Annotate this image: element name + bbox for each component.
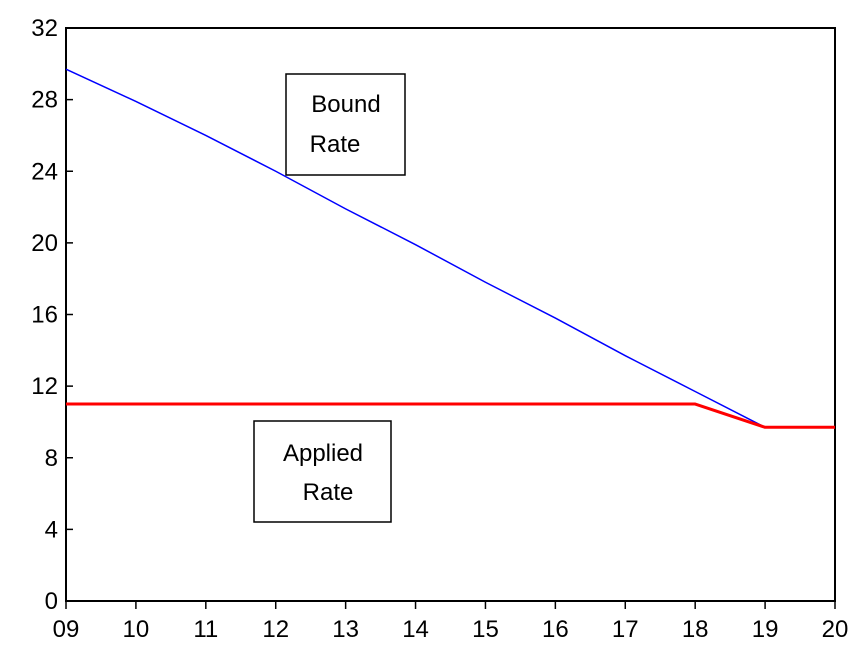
- applied-rate-box: [253, 420, 392, 523]
- x-tick-label: 13: [332, 616, 359, 643]
- x-axis: 09 10 11 12 13 14 15 16 17 18 19 20: [53, 601, 849, 643]
- x-tick-label: 16: [542, 616, 569, 643]
- x-tick-label: 14: [402, 616, 429, 643]
- y-tick-label: 12: [31, 373, 58, 400]
- x-tick-label: 19: [752, 616, 779, 643]
- applied-rate-line: [66, 402, 835, 429]
- bound-rate-label-line1: Bound: [311, 91, 380, 118]
- y-tick-label: 16: [31, 302, 58, 329]
- y-tick-label: 32: [31, 15, 58, 42]
- applied-rate-label-line1: Applied: [283, 440, 363, 467]
- bound-rate-line: [65, 68, 766, 428]
- x-tick-label: 11: [193, 616, 218, 643]
- x-tick-label: 09: [53, 616, 80, 643]
- y-tick-label: 24: [31, 158, 58, 185]
- series-layer: [65, 68, 835, 429]
- plot-frame: [65, 27, 836, 602]
- y-tick-label: 20: [31, 230, 58, 257]
- x-tick-label: 18: [682, 616, 709, 643]
- y-tick-label: 28: [31, 87, 58, 114]
- y-axis: 0 4 8 12 16 20 24 28 32: [31, 15, 73, 615]
- y-tick-label: 0: [45, 588, 58, 615]
- x-tick-label: 17: [612, 616, 639, 643]
- y-tick-label: 4: [45, 516, 58, 543]
- bound-rate-annotation: Bound Rate: [285, 73, 406, 176]
- x-tick-label: 10: [123, 616, 150, 643]
- y-tick-label: 8: [45, 445, 58, 472]
- bound-rate-label-line2: Rate: [310, 131, 361, 158]
- x-tick-label: 15: [472, 616, 499, 643]
- x-tick-label: 12: [262, 616, 289, 643]
- bound-rate-box: [285, 73, 406, 176]
- x-tick-label: 20: [822, 616, 849, 643]
- applied-rate-label-line2: Rate: [303, 479, 354, 506]
- applied-rate-annotation: Applied Rate: [253, 420, 392, 523]
